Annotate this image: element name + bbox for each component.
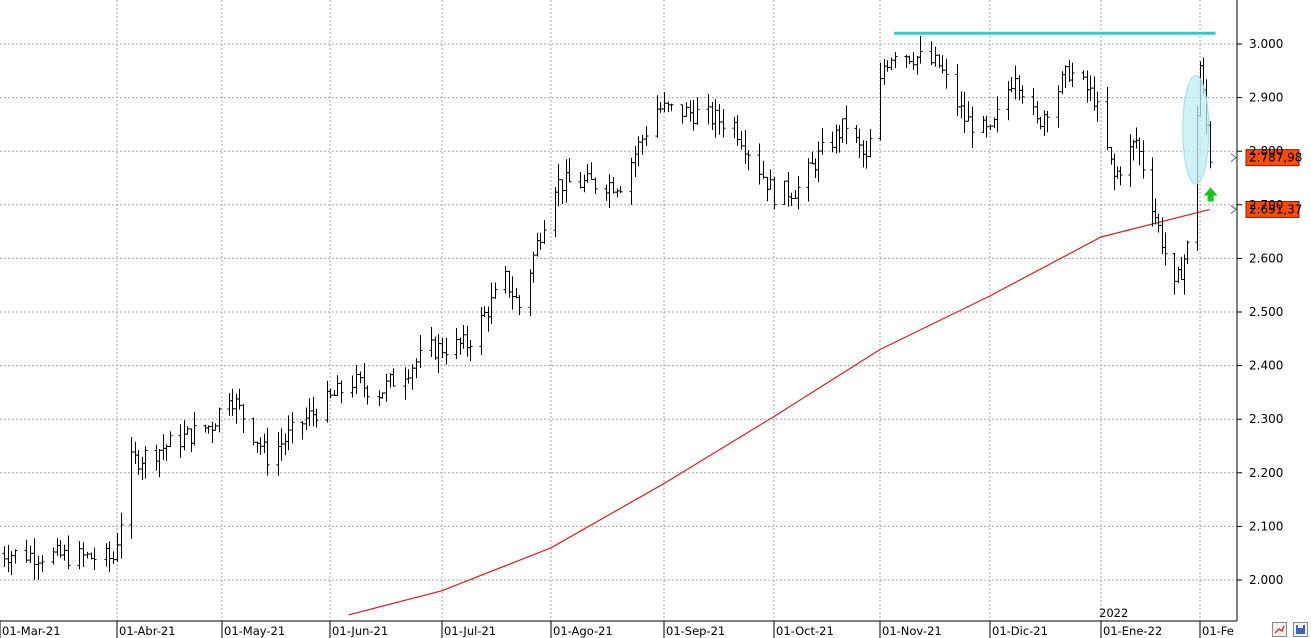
price-label-box <box>1245 200 1300 218</box>
x-tick-label: 01-Sep-21 <box>666 624 725 638</box>
y-tick-label: 2.800 <box>1249 144 1283 158</box>
x-tick-label: 01-Oct-21 <box>776 624 834 638</box>
x-tick-label: 01-Ago-21 <box>553 624 613 638</box>
price-pointer-icon <box>1230 205 1237 214</box>
year-marker-label: 2022 <box>1099 606 1128 620</box>
x-tick-label: 01-Mar-21 <box>2 624 61 638</box>
price-label-text: 2.787,98 <box>1249 151 1302 165</box>
y-tick-label: 2.200 <box>1249 466 1283 480</box>
price-pointer-icon <box>1230 153 1237 163</box>
x-tick-label: 01-Jul-21 <box>444 624 496 638</box>
y-tick-label: 2.600 <box>1249 251 1283 265</box>
x-tick-label: 01-Abr-21 <box>119 624 175 638</box>
x-tick-label: 01-Ene-22 <box>1103 624 1162 638</box>
price-label-text: 2.691,37 <box>1249 202 1302 216</box>
chart-settings-icon[interactable] <box>1272 622 1287 637</box>
x-tick-label: 01-Jun-21 <box>332 624 388 638</box>
x-tick-label: 01-Fe <box>1202 624 1234 638</box>
y-tick-label: 2.700 <box>1249 198 1283 212</box>
x-tick-label: 01-Dic-21 <box>992 624 1048 638</box>
price-bars-layer <box>2 36 1213 581</box>
y-tick-label: 2.300 <box>1249 412 1283 426</box>
y-tick-label: 2.500 <box>1249 305 1283 319</box>
y-tick-label: 2.400 <box>1249 359 1283 373</box>
y-tick-label: 2.000 <box>1249 573 1283 587</box>
price-label-box <box>1245 149 1300 167</box>
up-arrow-icon <box>1203 187 1218 202</box>
overlay-layer: 2.787,98 2.691,37 <box>894 31 1302 218</box>
moving-average-layer <box>348 208 1210 616</box>
y-tick-label: 2.900 <box>1249 91 1283 105</box>
y-tick-label: 2.100 <box>1249 519 1283 533</box>
y-tick-label: 3.000 <box>1249 37 1283 51</box>
moving-average-line <box>348 208 1210 616</box>
grid-layer <box>0 0 1237 621</box>
save-icon[interactable] <box>1293 622 1308 637</box>
x-tick-label: 01-May-21 <box>224 624 285 638</box>
axes-layer: 2.000 2.100 2.200 2.300 2.400 2.500 2.600 2.700… <box>0 0 1283 638</box>
highlight-ellipse <box>1182 75 1210 185</box>
x-tick-label: 01-Nov-21 <box>882 624 942 638</box>
